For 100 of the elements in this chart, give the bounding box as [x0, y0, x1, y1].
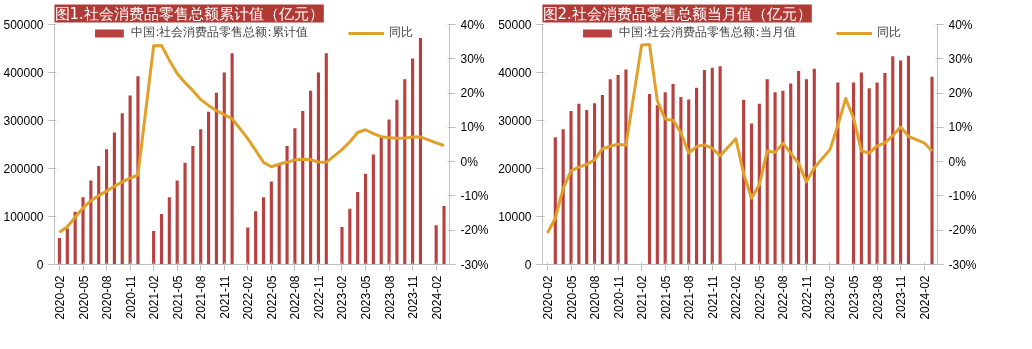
x-tick-label: 2023-02 — [335, 275, 350, 320]
bar — [97, 166, 101, 265]
chart-title: 图1.社会消费品零售总额累计值（亿元） — [54, 4, 324, 23]
bar — [65, 228, 69, 265]
y2-tick-label: -30% — [460, 257, 489, 272]
x-tick-label: 2020-11 — [123, 275, 138, 319]
bar — [655, 105, 659, 265]
bar — [592, 103, 597, 265]
x-tick-label: 2022-11 — [311, 275, 326, 319]
bar — [285, 145, 289, 265]
bar — [600, 95, 604, 265]
x-tick-label: 2020-05 — [76, 275, 91, 320]
bar — [679, 96, 683, 265]
x-tick-label: 2021-05 — [658, 275, 673, 320]
bar — [702, 70, 706, 265]
y2-tick-label: 30% — [948, 51, 973, 66]
x-tick-label: 2022-08 — [288, 275, 303, 320]
y-tick-label: 100000 — [3, 210, 44, 224]
y-tick-label: 0 — [36, 258, 44, 272]
x-tick-label: 2021-11 — [217, 275, 232, 319]
bar — [434, 225, 438, 265]
y-tick-label: 400000 — [3, 66, 44, 80]
bar — [120, 113, 124, 265]
x-tick-label: 2022-05 — [752, 275, 767, 320]
x-tick-label: 2022-08 — [776, 275, 791, 320]
bar — [749, 123, 754, 265]
x-tick-label: 2021-05 — [170, 275, 185, 320]
y-tick-label: 500000 — [3, 18, 44, 32]
legend-label: 中国:社会消费品零售总额:当月值 — [619, 24, 796, 41]
bar — [859, 72, 863, 265]
bar — [687, 99, 691, 265]
x-tick-label: 2023-05 — [847, 275, 862, 320]
y2-tick-label: 20% — [948, 86, 973, 101]
bar — [883, 72, 887, 265]
y2-tick-label: 40% — [948, 17, 973, 32]
bar — [411, 58, 415, 265]
bar — [867, 88, 871, 265]
y2-tick-label: 0% — [948, 154, 967, 169]
legend-label: 同比 — [876, 24, 901, 41]
bar — [647, 94, 652, 265]
bar — [167, 197, 171, 265]
y2-tick-label: -10% — [948, 188, 977, 203]
bar — [624, 69, 628, 265]
bar — [585, 109, 589, 265]
bar — [89, 180, 93, 265]
bar — [57, 238, 62, 265]
y-tick-label: 0 — [524, 258, 532, 272]
x-tick-label: 2020-11 — [611, 275, 626, 319]
bar — [222, 72, 226, 265]
y2-tick-label: 0% — [460, 154, 479, 169]
bar — [324, 53, 328, 265]
x-tick-label: 2021-02 — [147, 275, 162, 320]
x-tick-label: 2020-08 — [100, 275, 115, 320]
y-tick-label: 10000 — [498, 210, 532, 224]
bar — [387, 119, 391, 265]
bar — [718, 66, 722, 265]
x-tick-label: 2021-08 — [194, 275, 209, 320]
bar — [175, 180, 179, 265]
x-tick-label: 2021-11 — [705, 275, 720, 319]
x-tick-label: 2023-11 — [406, 275, 421, 319]
bar — [418, 37, 423, 265]
x-tick-label: 2020-02 — [540, 275, 555, 320]
bar — [710, 67, 714, 265]
y2-tick-label: -20% — [948, 223, 977, 238]
bar — [309, 90, 313, 265]
bar — [254, 211, 258, 265]
x-tick-label: 2022-02 — [241, 275, 256, 320]
bar — [781, 90, 785, 265]
y2-tick-label: 10% — [948, 120, 973, 135]
line-series — [545, 42, 934, 235]
bar — [906, 55, 911, 265]
bar — [348, 208, 352, 265]
bar — [363, 173, 368, 265]
bar — [804, 79, 809, 265]
x-tick-label: 2021-02 — [635, 275, 650, 320]
y2-tick-label: 30% — [460, 51, 485, 66]
y2-tick-label: -20% — [460, 223, 489, 238]
y2-tick-label: -10% — [460, 188, 489, 203]
bar — [671, 84, 675, 265]
bar — [812, 68, 816, 265]
x-tick-label: 2021-08 — [682, 275, 697, 320]
bar — [765, 79, 769, 265]
x-tick-label: 2024-02 — [917, 275, 932, 320]
bar — [277, 163, 281, 265]
y-tick-label: 300000 — [3, 114, 44, 128]
bar — [773, 92, 777, 265]
x-tick-label: 2024-02 — [429, 275, 444, 320]
bar — [395, 99, 399, 265]
bar — [301, 110, 305, 265]
x-tick-label: 2023-11 — [894, 275, 909, 319]
y-tick-label: 20000 — [498, 162, 532, 176]
bar — [371, 154, 375, 265]
bar — [875, 82, 879, 265]
y2-tick-label: -30% — [948, 257, 977, 272]
bar — [159, 214, 164, 265]
bar — [797, 71, 801, 265]
x-tick-label: 2022-05 — [264, 275, 279, 320]
bar — [569, 110, 573, 265]
bar — [214, 92, 218, 265]
x-tick-label: 2020-02 — [52, 275, 67, 320]
